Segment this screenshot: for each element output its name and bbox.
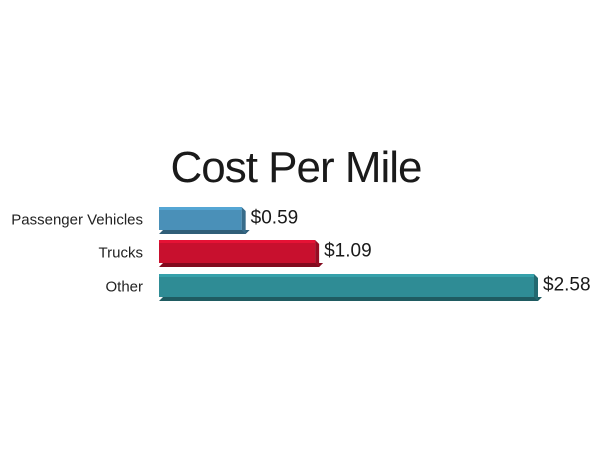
bar xyxy=(159,274,534,297)
bar xyxy=(159,207,242,230)
bar-highlight xyxy=(159,207,242,210)
bars-layer: Passenger Vehicles $0.59 Trucks $1.09 Other $… xyxy=(11,207,591,301)
bar-side xyxy=(534,274,538,301)
value-label: $0.59 xyxy=(251,208,299,229)
bar-depth xyxy=(159,297,542,301)
bar-depth xyxy=(159,230,250,234)
value-label: $1.09 xyxy=(324,241,372,262)
bar-group-1: Trucks $1.09 xyxy=(99,240,372,267)
bar xyxy=(159,240,316,263)
bar-highlight xyxy=(159,240,316,243)
bar-side xyxy=(315,240,320,267)
bar-highlight xyxy=(159,274,534,277)
bar-depth xyxy=(159,263,324,267)
value-label: $2.58 xyxy=(543,275,591,296)
bar-group-2: Other $2.58 xyxy=(105,274,591,301)
chart-title: Cost Per Mile xyxy=(170,143,421,192)
category-label: Trucks xyxy=(99,245,143,262)
bar-group-0: Passenger Vehicles $0.59 xyxy=(11,207,298,234)
category-label: Passenger Vehicles xyxy=(11,212,143,229)
bar-side xyxy=(241,207,246,234)
category-label: Other xyxy=(105,279,143,296)
